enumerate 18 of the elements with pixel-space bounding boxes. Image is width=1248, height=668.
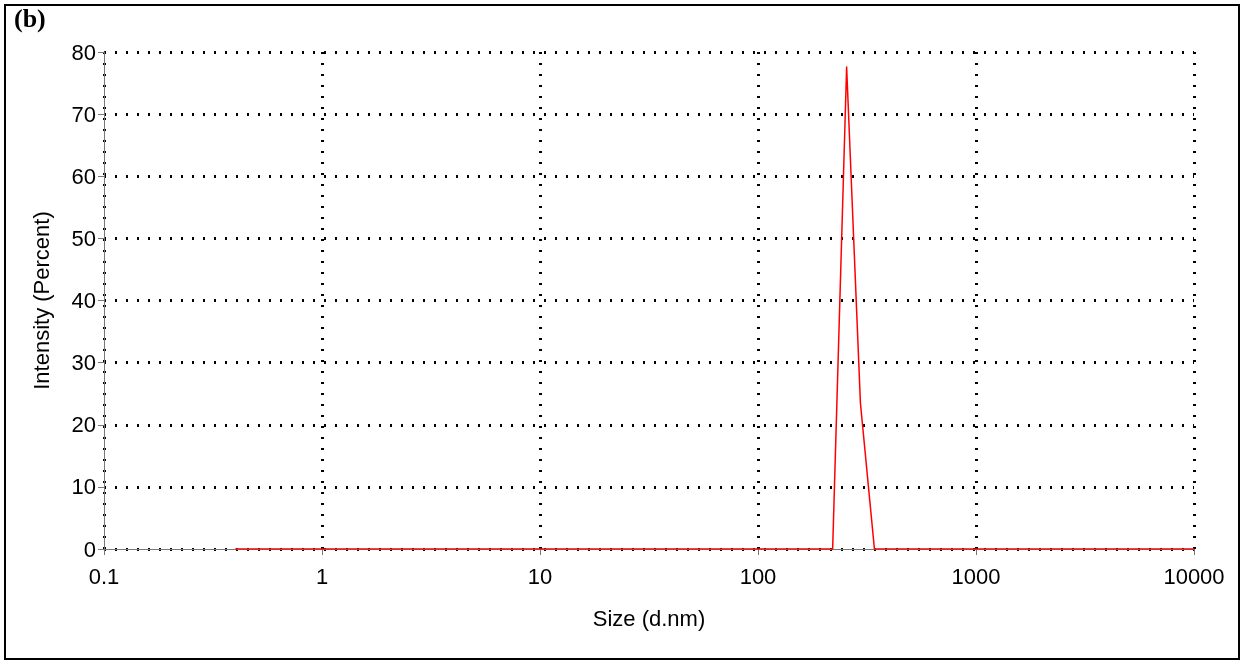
y-tick-label: 60 (71, 163, 96, 189)
text: (b) (14, 4, 46, 34)
y-tick-label: 30 (71, 350, 96, 376)
x-tick-label: 1 (315, 563, 329, 589)
y-tick-label: 50 (71, 225, 96, 251)
y-tick-label: 70 (71, 101, 96, 127)
x-axis-title: Size (d.nm) (592, 605, 706, 631)
y-tick-label: 10 (71, 474, 96, 500)
x-tick-label: 100 (739, 563, 777, 589)
x-tick-label: 10 (527, 563, 553, 589)
x-tick-label: 1000 (951, 563, 1001, 589)
y-tick-label: 40 (71, 288, 96, 313)
y-axis-title: Intensity (Percent) (28, 211, 54, 390)
x-tick-label: 0.1 (88, 563, 120, 589)
x-tick-label: 10000 (1163, 563, 1225, 589)
y-tick-label: 80 (71, 39, 96, 65)
y-tick-label: 20 (71, 412, 96, 438)
y-tick-label: 0 (83, 536, 96, 562)
